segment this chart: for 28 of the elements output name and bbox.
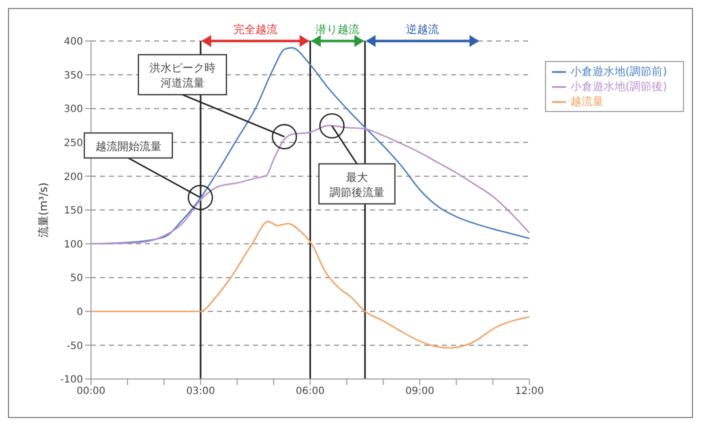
y-tick-label: 100	[64, 239, 83, 250]
y-tick-label: 150	[64, 206, 83, 217]
y-tick-label: 300	[64, 104, 83, 116]
y-tick-label: -50	[66, 340, 83, 352]
x-tick-label: 00:00	[76, 386, 106, 398]
annotation: 越流開始流量	[95, 140, 162, 153]
y-tick-label: -100	[60, 374, 83, 386]
y-tick-label: 0	[76, 306, 83, 318]
y-tick-label: 250	[64, 138, 83, 149]
y-axis-title: 流量(m³/s)	[36, 182, 50, 238]
legend-label: 小倉遊水地(調節後)	[570, 80, 667, 93]
legend-label: 小倉遊水地(調節前)	[570, 65, 667, 78]
x-tick-label: 09:00	[405, 386, 434, 398]
y-tick-label: 200	[64, 172, 83, 183]
x-tick-label: 03:00	[186, 386, 216, 398]
annotation: 洪水ピーク時河道流量	[149, 62, 216, 90]
legend-label: 越流量	[570, 95, 604, 108]
text: 完全越流	[233, 23, 278, 36]
y-tick-label: 350	[64, 70, 83, 82]
line-series	[91, 220, 530, 349]
text: 潜り越流	[316, 23, 360, 36]
y-tick-label: 400	[64, 36, 83, 48]
x-tick-label: 06:00	[296, 386, 325, 398]
line-series	[91, 124, 530, 244]
x-tick-label: 12:00	[514, 386, 544, 398]
y-tick-label: 50	[70, 273, 83, 284]
text: 逆越流	[406, 23, 440, 36]
annotation: 最大調節後流量	[329, 170, 384, 199]
